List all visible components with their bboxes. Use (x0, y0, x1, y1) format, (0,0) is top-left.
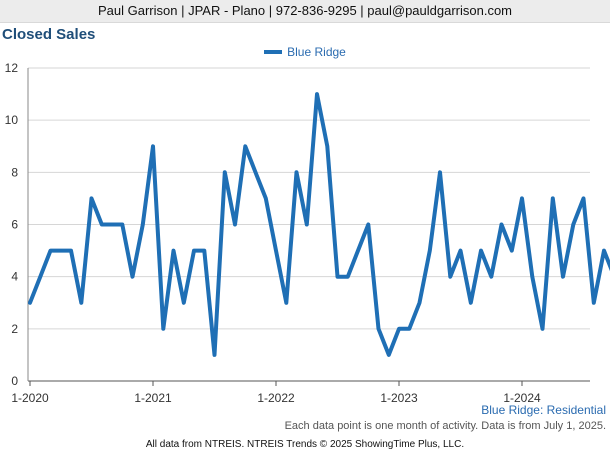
chart-title: Closed Sales (2, 26, 96, 43)
data-point (28, 301, 32, 305)
y-tick-label: 4 (11, 270, 18, 284)
data-point (213, 353, 216, 357)
data-point (295, 170, 298, 174)
data-point (469, 301, 473, 305)
data-point (100, 223, 104, 226)
data-point (223, 170, 227, 174)
data-point (356, 249, 360, 253)
data-point (49, 249, 52, 253)
x-tick-label: 1-2020 (11, 391, 49, 405)
x-tick-label: 1-2022 (257, 391, 295, 405)
y-tick-label: 12 (5, 61, 19, 75)
data-point (284, 301, 288, 305)
data-point (571, 223, 575, 226)
data-point (366, 223, 370, 226)
data-point (182, 301, 186, 305)
series-caption: Blue Ridge: Residential (481, 403, 606, 417)
data-point (254, 170, 257, 174)
y-tick-label: 0 (11, 374, 18, 388)
data-point (438, 170, 442, 174)
data-point (69, 249, 73, 253)
data-point (161, 327, 165, 331)
data-point (172, 249, 175, 253)
legend-label: Blue Ridge (287, 45, 346, 59)
data-point (500, 223, 503, 226)
grid-lines (27, 67, 590, 382)
data-point (274, 249, 278, 253)
data-point (530, 275, 534, 279)
legend: Blue Ridge (0, 45, 610, 59)
x-tick-label: 1-2023 (380, 391, 418, 405)
data-point (202, 249, 206, 253)
data-point (90, 196, 93, 200)
data-point (141, 223, 145, 226)
contact-text: Paul Garrison | JPAR - Plano | 972-836-9… (97, 3, 513, 18)
data-point (448, 275, 452, 279)
data-point (582, 196, 585, 200)
data-point (592, 301, 596, 305)
data-point (407, 327, 411, 331)
x-tick-label: 1-2024 (503, 391, 541, 405)
data-point (428, 249, 432, 253)
data-point (38, 275, 42, 279)
data-point (120, 223, 124, 226)
y-tick-label: 10 (5, 113, 19, 127)
data-note: Each data point is one month of activity… (284, 420, 606, 432)
data-point (520, 196, 524, 200)
data-point (336, 275, 339, 279)
data-point (192, 249, 196, 253)
legend-swatch (264, 49, 283, 54)
y-tick-label: 6 (11, 218, 18, 232)
series-line-blue-ridge (28, 92, 610, 357)
y-tick-label: 8 (11, 165, 18, 179)
data-point (305, 223, 309, 226)
data-point (131, 275, 134, 279)
data-point (418, 301, 421, 305)
data-point (233, 223, 237, 226)
x-tick-label: 1-2021 (134, 391, 172, 405)
contact-header: Paul Garrison | JPAR - Plano | 972-836-9… (0, 0, 610, 23)
data-point (264, 196, 268, 200)
data-point (243, 144, 247, 148)
data-point (387, 353, 391, 357)
series-group (28, 92, 610, 357)
data-point (59, 249, 63, 253)
data-point (551, 196, 555, 200)
data-point (346, 275, 350, 279)
data-point (325, 144, 329, 148)
data-point (315, 92, 319, 96)
data-point (541, 327, 544, 331)
data-point (377, 327, 380, 331)
footer-credit: All data from NTREIS. NTREIS Trends © 20… (145, 439, 465, 450)
data-point (602, 249, 606, 253)
data-point (561, 275, 565, 279)
y-axis-ticks: 0 2 4 6 8 10 12 (5, 61, 19, 388)
data-point (151, 144, 155, 148)
data-point (397, 327, 401, 331)
data-point (489, 275, 493, 279)
data-point (459, 249, 462, 253)
data-point (79, 301, 83, 305)
data-point (510, 249, 514, 253)
data-point (479, 249, 483, 253)
data-point (110, 223, 114, 226)
y-tick-label: 2 (11, 322, 18, 336)
